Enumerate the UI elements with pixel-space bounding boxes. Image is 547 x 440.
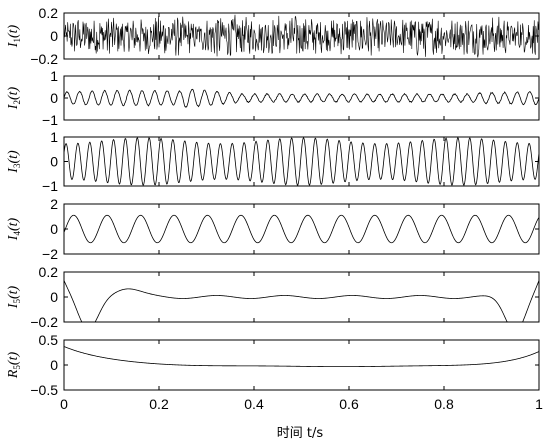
series-line-2 [63, 88, 540, 108]
x-axis: 0 0.2 0.4 0.6 0.8 1 [60, 396, 543, 412]
y-tick-label: 1 [50, 129, 58, 145]
x-tick-label: 0.2 [149, 396, 169, 412]
y-tick-label: −2 [42, 246, 58, 262]
y-tick-label: −0.5 [30, 382, 58, 398]
x-tick-label: 1 [535, 396, 543, 412]
y-tick-label: 0 [50, 289, 58, 305]
x-axis-label: 时间 t/s [277, 426, 324, 440]
plot-frame-3 [63, 136, 540, 187]
y-axis-label-2: I2(t) [6, 86, 22, 110]
x-tick-label: 0 [60, 396, 68, 412]
y-tick-label: 0 [50, 28, 58, 44]
y-axis-label-3: I3(t) [6, 150, 22, 174]
y-axis-label-5: I5(t) [6, 285, 22, 309]
y-axis-label-1: I1(t) [6, 24, 22, 48]
y-tick-label: −0.2 [30, 314, 58, 330]
series-line-6 [63, 346, 540, 368]
y-tick-label: 0 [50, 357, 58, 373]
subplot-1: 0.2 0 −0.2 I1(t) [6, 5, 540, 67]
subplot-stack: 0.2 0 −0.2 I1(t) 1 0 −1 I2(t) 1 0 −1 I3(t) 2 0 −2 I4(t)… [6, 5, 540, 398]
y-tick-label: −1 [42, 178, 58, 194]
x-tick-label: 0.6 [339, 396, 359, 412]
series-line-1 [63, 14, 540, 58]
y-tick-label: −1 [42, 112, 58, 128]
series-line-5 [63, 280, 540, 323]
y-tick-label: 0 [50, 90, 58, 106]
y-tick-label: −0.2 [30, 51, 58, 67]
plot-frame-4 [63, 203, 540, 255]
y-tick-label: 0.5 [39, 332, 59, 348]
x-tick-label: 0.8 [434, 396, 454, 412]
y-tick-label: 1 [50, 68, 58, 84]
y-tick-label: 2 [50, 196, 58, 212]
x-tick-label: 0.4 [244, 396, 264, 412]
y-axis-label-6: R5(t) [6, 352, 22, 380]
y-tick-label: 0.2 [39, 5, 59, 21]
subplot-3: 1 0 −1 I3(t) [6, 129, 540, 194]
subplot-2: 1 0 −1 I2(t) [6, 68, 540, 128]
y-tick-label: 0 [50, 221, 58, 237]
subplot-5: 0.2 0 −0.2 I5(t) [6, 264, 540, 330]
subplot-4: 2 0 −2 I4(t) [6, 196, 540, 262]
y-tick-label: 0 [50, 154, 58, 170]
series-line-3 [63, 137, 540, 187]
y-tick-label: 0.2 [39, 264, 59, 280]
y-axis-label-4: I4(t) [6, 217, 22, 241]
subplot-6: 0.5 0 −0.5 R5(t) [6, 332, 540, 398]
series-line-4 [63, 214, 540, 244]
